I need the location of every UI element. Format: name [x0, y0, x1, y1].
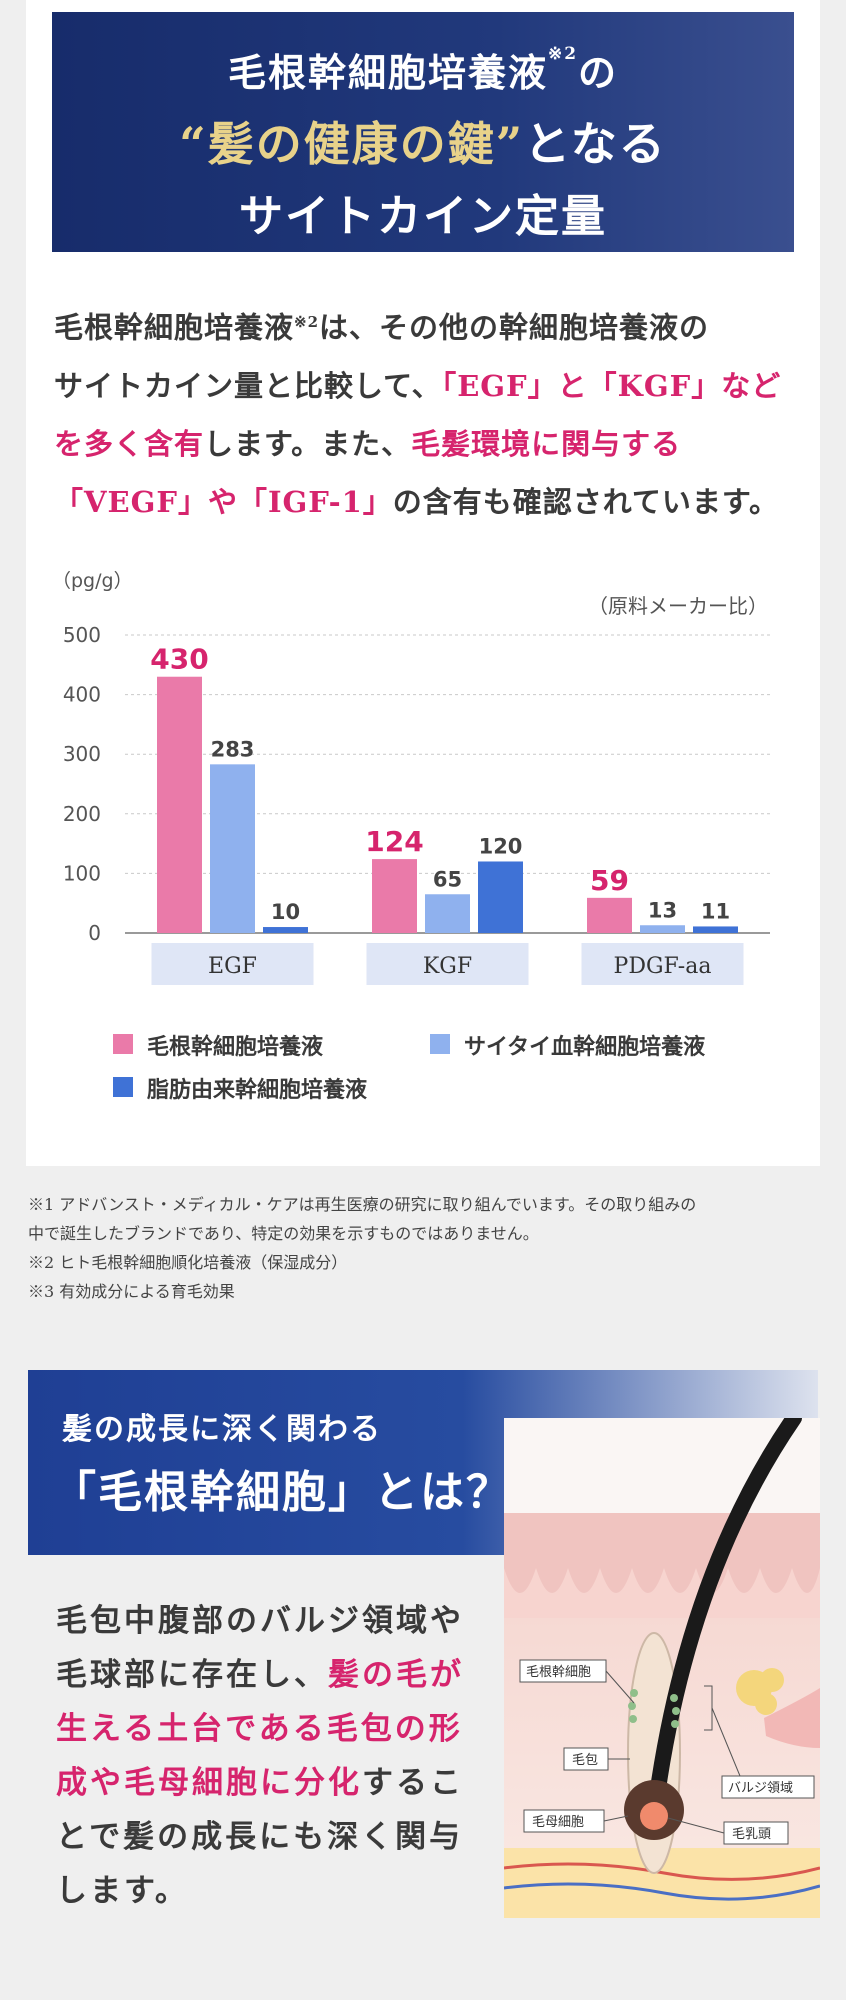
section2-title: 「毛根幹細胞」とは？ [52, 1467, 512, 1518]
footnote-3: ※3 有効成分による育毛効果 [28, 1282, 235, 1301]
label-stem-cell: 毛根幹細胞 [526, 1664, 591, 1680]
bar-PDGF-aa-2 [693, 926, 738, 933]
cytokine-bar-chart: 0 100 200 300 400 500 EGF 430 283 10 KGF 124 65 120 PD… [63, 623, 770, 985]
category-box-1 [366, 943, 529, 985]
category-label: PDGF-aa [614, 954, 712, 979]
y-tick-label: 300 [63, 742, 101, 766]
y-tick-label: 0 [88, 921, 101, 945]
data-label: 10 [271, 900, 300, 924]
data-label: 11 [701, 899, 730, 923]
data-label: 13 [648, 898, 677, 922]
section2-body: 毛包中腹部のバルジ領域や 毛球部に存在し、髪の毛が 生える土台である毛包の形 成… [56, 1603, 464, 1909]
y-tick-label: 100 [63, 861, 101, 885]
bar-KGF-2 [478, 861, 523, 933]
banner-line-2: “髪の健康の鍵”となる [179, 117, 667, 171]
chart-unit-label: （pg/g） [52, 570, 133, 592]
label-follicle: 毛包 [572, 1753, 598, 1768]
banner-highlight: 髪の健康の鍵 [207, 117, 496, 171]
data-label: 120 [479, 834, 523, 858]
footnotes: ※1 アドバンスト・メディカル・ケアは再生医療の研究に取り組んでいます。その取り… [28, 1190, 818, 1306]
legend-swatch-2 [430, 1034, 450, 1054]
intro-paragraph: 毛根幹細胞培養液※2は、その他の幹細胞培養液の サイトカイン量と比較して、「EG… [54, 310, 782, 519]
y-tick-label: 500 [63, 623, 101, 647]
label-bulge: バルジ領域 [728, 1780, 793, 1796]
footnote-1a: ※1 アドバンスト・メディカル・ケアは再生医療の研究に取り組んでいます。その取り… [28, 1195, 697, 1214]
category-box-2 [581, 943, 744, 985]
bar-EGF-1 [210, 764, 255, 933]
data-label: 283 [211, 737, 255, 761]
data-label: 65 [433, 867, 462, 891]
data-label: 430 [150, 643, 208, 676]
label-papilla: 毛乳頭 [732, 1827, 771, 1842]
hair-follicle-illustration: 毛根幹細胞 毛包 バルジ領域 毛母細胞 毛乳頭 [504, 1418, 820, 1918]
banner-line-3: サイトカイン定量 [239, 191, 607, 242]
section2-subtitle: 髪の成長に深く関わる [62, 1412, 382, 1447]
bar-PDGF-aa-1 [640, 925, 685, 933]
y-tick-label: 200 [63, 802, 101, 826]
bar-KGF-0 [372, 859, 417, 933]
bar-PDGF-aa-0 [587, 897, 632, 933]
label-matrix: 毛母細胞 [532, 1815, 584, 1830]
category-label: EGF [208, 954, 257, 979]
bar-EGF-2 [263, 927, 308, 933]
legend-swatch-3 [113, 1077, 133, 1097]
header-banner: 毛根幹細胞培養液※2の “髪の健康の鍵”となる サイトカイン定量 [52, 12, 794, 252]
category-label: KGF [423, 954, 472, 979]
bar-KGF-1 [425, 894, 470, 933]
footnote-1b: 中で誕生したブランドであり、特定の効果を示すものではありません。 [28, 1224, 539, 1243]
legend-swatch-1 [113, 1034, 133, 1054]
category-box-0 [151, 943, 314, 985]
data-label: 124 [365, 825, 423, 858]
banner-line-1: 毛根幹細胞培養液※2の [227, 44, 619, 95]
data-label: 59 [590, 864, 629, 897]
y-tick-label: 400 [63, 683, 101, 707]
chart-source-label: （原料メーカー比） [588, 594, 768, 618]
footnote-2: ※2 ヒト毛根幹細胞順化培養液（保湿成分） [28, 1253, 348, 1272]
bar-EGF-0 [157, 676, 202, 933]
